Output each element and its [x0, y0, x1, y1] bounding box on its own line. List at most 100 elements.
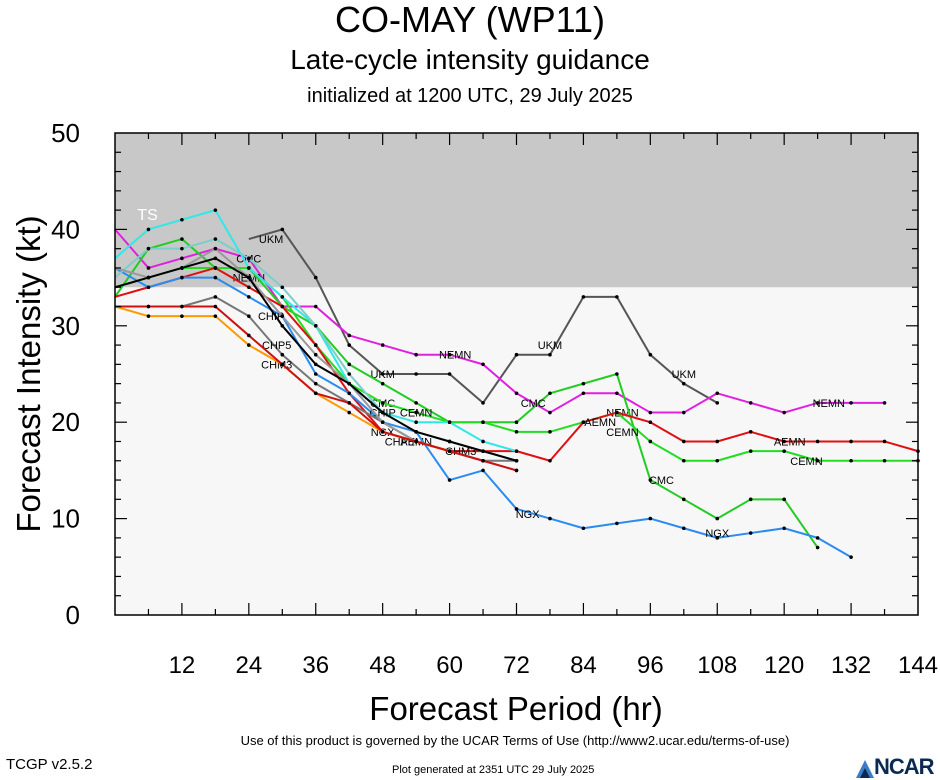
x-tick-label: 120: [764, 652, 804, 679]
data-point: [347, 381, 352, 386]
data-point: [180, 266, 184, 270]
data-point: [782, 449, 786, 453]
x-tick-label: 48: [369, 652, 396, 679]
data-point: [313, 372, 318, 376]
data-point: [715, 536, 720, 540]
generated-timestamp: Plot generated at 2351 UTC 29 July 2025: [392, 764, 595, 776]
data-point: [347, 391, 352, 396]
data-point: [748, 401, 753, 405]
data-point: [514, 449, 519, 453]
data-point: [849, 458, 853, 463]
data-point: [681, 381, 686, 386]
ts-label: TS: [137, 207, 157, 224]
data-point: [849, 555, 853, 559]
y-tick-label: 50: [51, 118, 80, 148]
data-point: [380, 430, 385, 434]
data-point: [414, 401, 418, 405]
data-point: [280, 285, 285, 290]
data-point: [514, 458, 519, 463]
data-point: [581, 295, 586, 299]
data-point: [548, 430, 552, 434]
series-lgem: [115, 304, 519, 473]
data-point: [681, 497, 686, 502]
data-point: [715, 458, 720, 463]
ncar-logo-text: NCAR: [874, 754, 935, 779]
data-point: [782, 497, 786, 502]
data-point: [247, 285, 251, 290]
data-point: [648, 420, 653, 425]
data-point: [648, 439, 653, 444]
series-label: NGX: [516, 509, 541, 521]
series-label: CEMN: [606, 427, 638, 439]
series-label: UKM: [259, 234, 283, 246]
series-label: AEMN: [774, 436, 806, 448]
data-point: [213, 314, 218, 318]
data-point: [380, 410, 385, 415]
y-tick-label: 10: [51, 504, 80, 534]
data-point: [414, 352, 418, 357]
data-point: [681, 410, 686, 415]
data-point: [514, 420, 519, 425]
data-point: [313, 275, 318, 280]
series-label: CHM3: [445, 446, 476, 458]
data-point: [514, 352, 519, 357]
series-label: CEMN: [400, 408, 432, 420]
data-point: [581, 526, 586, 531]
x-tick-label: 72: [503, 652, 530, 679]
data-point: [213, 256, 218, 261]
data-point: [380, 401, 385, 405]
x-tick-label: 12: [169, 652, 196, 679]
data-point: [213, 295, 218, 299]
data-point: [280, 227, 285, 232]
y-tick-label: 40: [51, 214, 80, 244]
x-tick-label: 108: [697, 652, 737, 679]
x-tick-label: 60: [436, 652, 463, 679]
data-point: [581, 391, 586, 396]
ncar-logo-icon: [856, 760, 874, 778]
data-point: [715, 401, 720, 405]
data-point: [247, 256, 251, 261]
data-point: [782, 410, 786, 415]
data-point: [615, 410, 619, 415]
data-point: [213, 237, 218, 241]
data-point: [380, 420, 385, 425]
data-point: [815, 439, 820, 444]
data-point: [180, 256, 184, 261]
series-tcvn: [114, 256, 519, 463]
x-tick-label: 96: [637, 652, 664, 679]
data-point: [347, 362, 352, 367]
series-label: NEMN: [439, 350, 471, 362]
data-point: [481, 449, 485, 453]
data-point: [447, 478, 452, 482]
data-point: [180, 237, 184, 241]
data-point: [247, 275, 251, 280]
data-point: [313, 391, 318, 396]
data-point: [313, 304, 318, 309]
data-point: [414, 439, 418, 444]
data-point: [280, 295, 285, 299]
data-point: [481, 439, 485, 444]
data-point: [447, 372, 452, 376]
series-label: CHM3: [261, 359, 292, 371]
data-point: [347, 343, 352, 347]
data-point: [849, 401, 853, 405]
data-point: [681, 439, 686, 444]
series-label: CMC: [521, 398, 546, 410]
data-point: [681, 526, 686, 531]
data-point: [313, 343, 318, 347]
chart-title: CO-MAY (WP11): [334, 0, 606, 40]
y-tick-label: 0: [66, 600, 80, 630]
y-tick-label: 30: [51, 311, 80, 341]
data-point: [648, 352, 653, 357]
data-point: [815, 545, 820, 550]
series-label: UKM: [370, 369, 394, 381]
data-point: [882, 439, 887, 444]
data-point: [180, 275, 184, 280]
x-tick-label: 132: [831, 652, 871, 679]
data-point: [347, 410, 352, 415]
data-point: [815, 536, 820, 540]
data-point: [481, 401, 485, 405]
data-point: [681, 458, 686, 463]
data-point: [213, 266, 218, 270]
data-point: [180, 217, 184, 222]
